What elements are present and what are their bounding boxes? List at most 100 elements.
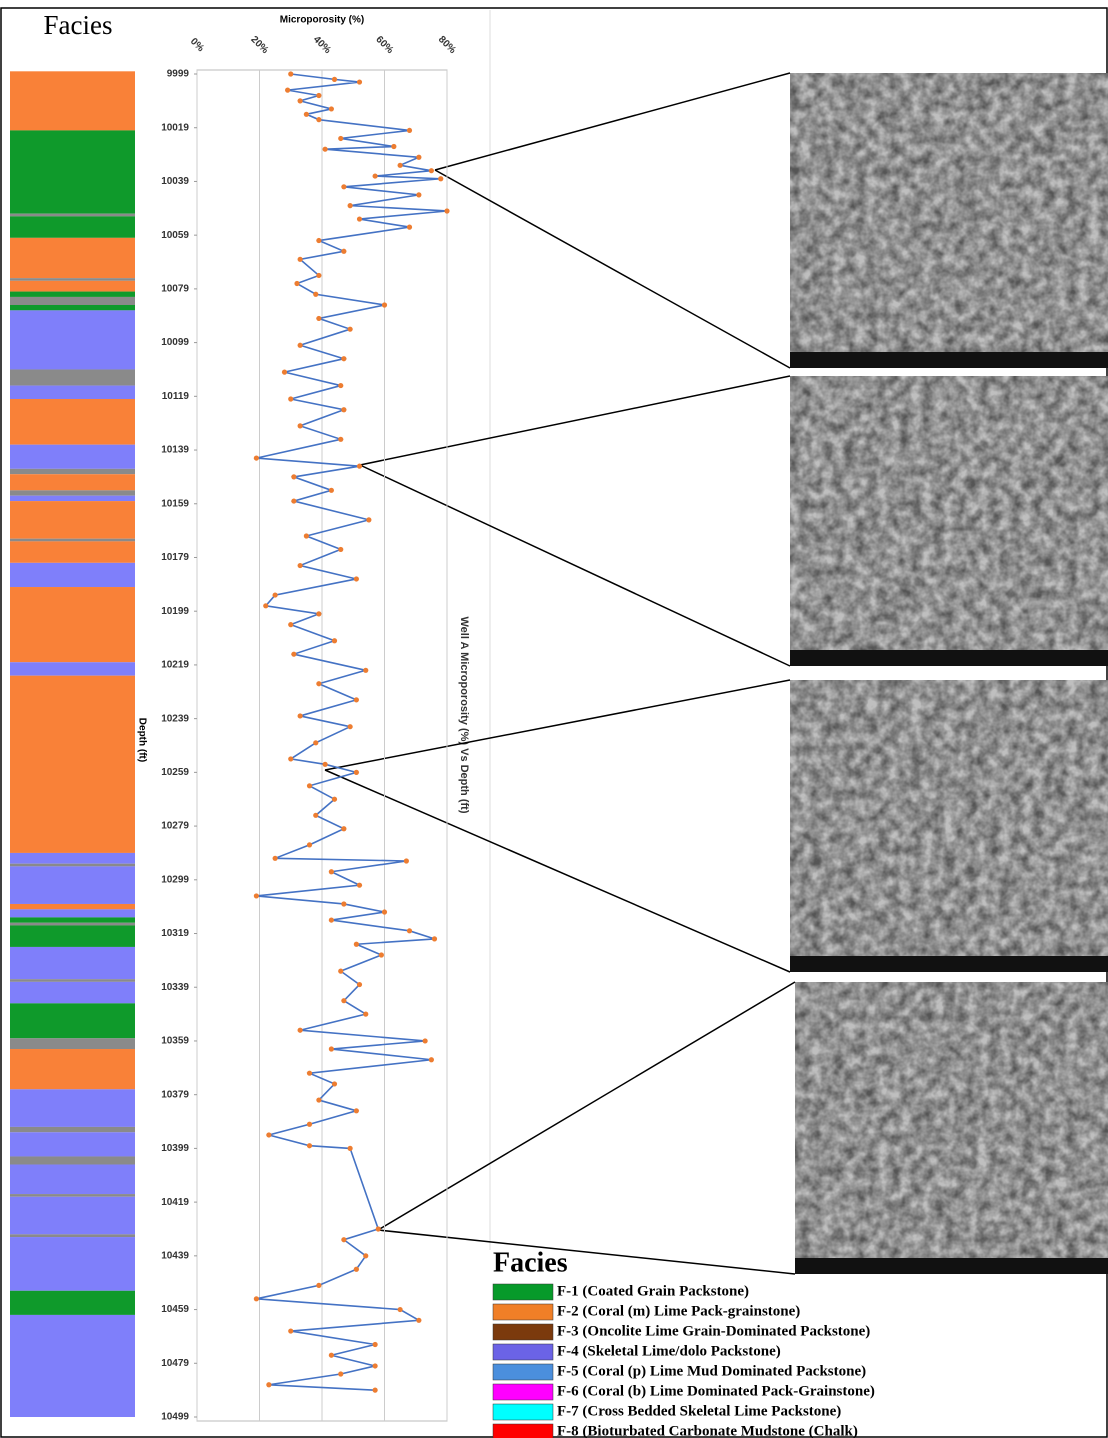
facies-band bbox=[10, 925, 135, 947]
data-point bbox=[341, 1237, 347, 1243]
y-tick-label: 10379 bbox=[161, 1089, 189, 1100]
facies-title: Facies bbox=[44, 10, 113, 40]
facies-band bbox=[10, 1234, 135, 1238]
data-point bbox=[328, 1046, 334, 1052]
facies-band bbox=[10, 296, 135, 305]
y-tick-label: 10319 bbox=[161, 928, 189, 939]
facies-band bbox=[10, 385, 135, 400]
data-point bbox=[306, 1070, 313, 1076]
facies-band bbox=[10, 1156, 135, 1165]
data-point bbox=[422, 1038, 428, 1044]
connector bbox=[434, 72, 791, 171]
facies-band bbox=[10, 1126, 135, 1133]
x-tick-label: 40% bbox=[311, 34, 333, 56]
data-point bbox=[363, 1253, 369, 1259]
data-point bbox=[288, 396, 294, 402]
data-point bbox=[331, 76, 338, 82]
data-point bbox=[338, 1371, 344, 1377]
facies-band bbox=[10, 909, 135, 918]
data-point bbox=[338, 382, 344, 389]
legend-swatch bbox=[492, 1403, 554, 1421]
facies-band bbox=[10, 1049, 135, 1090]
data-point bbox=[253, 455, 259, 461]
data-point bbox=[313, 740, 319, 746]
data-point bbox=[316, 117, 322, 123]
connector bbox=[359, 464, 791, 667]
data-point bbox=[266, 1382, 272, 1388]
sem-texture bbox=[790, 376, 1108, 666]
facies-band bbox=[10, 587, 135, 663]
data-point bbox=[316, 1097, 322, 1103]
data-point bbox=[406, 928, 413, 934]
y-tick-label: 10179 bbox=[161, 552, 189, 563]
facies-band bbox=[10, 675, 135, 853]
data-point bbox=[341, 248, 347, 254]
facies-band bbox=[10, 946, 135, 980]
facies-band bbox=[10, 130, 135, 214]
facies-band bbox=[10, 213, 135, 217]
legend-swatch bbox=[492, 1423, 554, 1438]
legend-label: F-4 (Skeletal Lime/dolo Packstone) bbox=[557, 1343, 781, 1359]
connector bbox=[324, 769, 791, 973]
data-point bbox=[403, 858, 409, 864]
data-point bbox=[285, 87, 291, 93]
facies-band bbox=[10, 501, 135, 539]
facies-band bbox=[10, 369, 135, 386]
sem-texture bbox=[790, 73, 1108, 368]
data-point bbox=[294, 280, 300, 287]
facies-band bbox=[10, 71, 135, 131]
data-point bbox=[316, 681, 322, 687]
data-point bbox=[322, 146, 328, 152]
sem-caption-bar bbox=[790, 956, 1108, 972]
y-tick-label: 10099 bbox=[161, 337, 189, 348]
y-tick-label: 10399 bbox=[161, 1143, 189, 1154]
facies-band bbox=[10, 468, 135, 475]
data-point bbox=[306, 1121, 313, 1127]
x-tick-label: 60% bbox=[373, 34, 395, 56]
data-point bbox=[338, 968, 344, 974]
y-tick-label: 10019 bbox=[161, 122, 189, 133]
facies-band bbox=[10, 917, 135, 923]
data-point bbox=[253, 893, 259, 899]
data-point bbox=[347, 1145, 353, 1151]
data-point bbox=[363, 667, 369, 673]
data-point bbox=[313, 291, 319, 297]
data-point bbox=[406, 224, 413, 230]
sem-texture bbox=[795, 982, 1108, 1274]
facies-band bbox=[10, 495, 135, 502]
data-point bbox=[331, 638, 338, 644]
legend-label: F-3 (Oncolite Lime Grain-Dominated Packs… bbox=[557, 1323, 870, 1339]
data-point bbox=[381, 302, 388, 308]
data-point bbox=[341, 901, 347, 907]
data-point bbox=[416, 1317, 422, 1323]
data-point bbox=[253, 1296, 259, 1302]
x-tick-label: 0% bbox=[188, 36, 206, 54]
facies-band bbox=[10, 852, 135, 864]
data-point bbox=[272, 592, 278, 598]
data-point bbox=[306, 1143, 313, 1149]
facies-band bbox=[10, 1290, 135, 1315]
legend-label: F-2 (Coral (m) Lime Pack-grainstone) bbox=[557, 1303, 800, 1319]
y-tick-label: 9999 bbox=[167, 69, 190, 80]
data-point bbox=[438, 176, 444, 182]
data-point bbox=[316, 272, 322, 279]
data-point bbox=[428, 1057, 434, 1063]
data-point bbox=[328, 106, 334, 112]
facies-band bbox=[10, 278, 135, 281]
series-line bbox=[256, 73, 448, 1391]
data-point bbox=[444, 208, 450, 214]
data-point bbox=[338, 546, 344, 553]
connectors bbox=[324, 72, 796, 1275]
y-tick-label: 10259 bbox=[161, 767, 189, 778]
y-tick-label: 10079 bbox=[161, 284, 189, 295]
chart-title: Well A Microporosity (%) Vs Depth (ft) bbox=[458, 617, 470, 814]
data-point bbox=[391, 143, 397, 150]
data-point bbox=[297, 713, 303, 719]
data-point bbox=[291, 498, 297, 504]
y-tick-label: 10039 bbox=[161, 176, 189, 187]
data-point bbox=[297, 1027, 303, 1033]
legend-label: F-7 (Cross Bedded Skeletal Lime Packston… bbox=[557, 1403, 841, 1419]
legend-label: F-1 (Coated Grain Packstone) bbox=[557, 1283, 749, 1299]
